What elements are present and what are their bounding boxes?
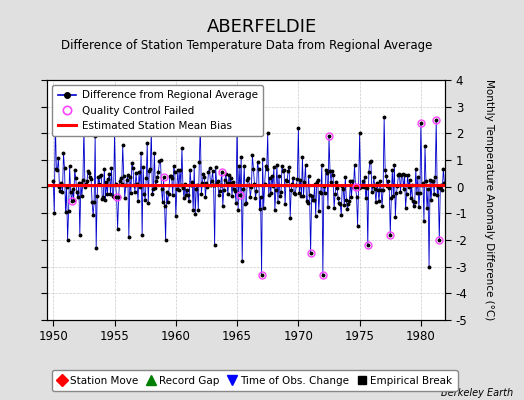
Legend: Difference from Regional Average, Quality Control Failed, Estimated Station Mean: Difference from Regional Average, Qualit… <box>52 85 263 136</box>
Legend: Station Move, Record Gap, Time of Obs. Change, Empirical Break: Station Move, Record Gap, Time of Obs. C… <box>52 370 457 391</box>
Text: ABERFELDIE: ABERFELDIE <box>207 18 317 36</box>
Title: Difference of Station Temperature Data from Regional Average: Difference of Station Temperature Data f… <box>61 40 432 52</box>
Text: Berkeley Earth: Berkeley Earth <box>441 388 514 398</box>
Y-axis label: Monthly Temperature Anomaly Difference (°C): Monthly Temperature Anomaly Difference (… <box>484 79 494 321</box>
